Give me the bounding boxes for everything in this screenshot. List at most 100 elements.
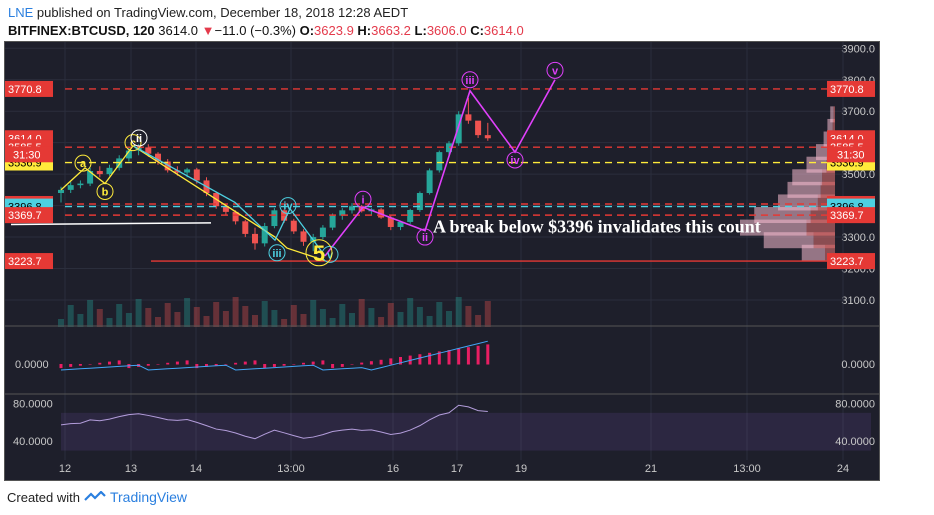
volume-bar	[387, 303, 394, 327]
high-value: 3663.2	[371, 23, 411, 38]
volume-profile-bar	[740, 219, 807, 236]
volume-bar	[310, 300, 317, 327]
volume-profile-bar	[825, 244, 835, 261]
macd-histogram-bar	[311, 361, 315, 365]
impulse-wave-line	[324, 79, 556, 257]
author-link[interactable]: LNE	[8, 5, 34, 20]
price-tag-left-text: 3369.7	[8, 210, 42, 222]
wave-label: iv	[510, 155, 520, 167]
y-tick-label: 3900.0	[841, 43, 875, 55]
wave-label: iii	[272, 248, 281, 260]
candle-body	[87, 170, 94, 184]
x-tick-label: 13:00	[277, 463, 305, 475]
volume-bar	[155, 317, 161, 327]
y-tick-label: 3500.0	[841, 169, 875, 181]
last-price: 3614.0	[158, 23, 199, 38]
macd-histogram-bar	[175, 361, 179, 365]
volume-bar	[87, 300, 94, 327]
macd-histogram-bar	[243, 361, 247, 365]
x-tick-label: 13	[125, 463, 137, 475]
candle-body	[193, 169, 200, 181]
volume-profile-bar	[754, 207, 811, 224]
volume-bar	[203, 316, 210, 327]
tradingview-brand[interactable]: TradingView	[109, 489, 188, 505]
chart-area[interactable]: 3100.03200.03300.03400.03500.03600.03700…	[4, 41, 880, 481]
candle-body	[465, 114, 472, 121]
volume-profile-bar	[792, 169, 823, 186]
change-arrow-icon: ▼	[201, 23, 215, 38]
countdown-right: 31:30	[837, 149, 865, 161]
volume-profile-bar	[822, 169, 835, 186]
macd-histogram-bar	[369, 361, 373, 365]
volume-bar	[271, 310, 278, 327]
wave-label-circle	[74, 154, 92, 172]
candle-body	[319, 227, 326, 238]
rsi-band	[61, 412, 871, 451]
symbol-label: BITFINEX:BTCUSD, 120	[8, 23, 155, 38]
macd-histogram-bar	[447, 350, 451, 365]
low-value: 3606.0	[426, 23, 467, 38]
candle-body	[271, 210, 278, 227]
close-label: C:	[470, 23, 484, 38]
wave-label-circle	[96, 182, 114, 200]
candle-body	[329, 215, 336, 228]
volume-bar	[397, 312, 404, 327]
volume-bar	[77, 314, 84, 327]
wave-label: v	[552, 65, 559, 77]
candle-body	[416, 193, 423, 210]
x-tick-label: 14	[190, 463, 202, 475]
price-tag-left-text: 3223.7	[8, 256, 42, 268]
wave-label: ii	[422, 232, 428, 244]
volume-bar	[135, 299, 142, 327]
volume-bar	[125, 313, 132, 327]
wave-label-circle	[354, 190, 372, 208]
volume-bar	[446, 311, 452, 327]
volume-bar	[290, 305, 297, 327]
wave-label: v	[327, 249, 334, 261]
candle-body	[455, 114, 462, 144]
volume-profile-bar	[806, 156, 827, 173]
volume-bar	[281, 319, 288, 327]
candle-body	[300, 231, 307, 242]
volume-bar	[164, 303, 171, 327]
x-tick-label: 24	[837, 463, 849, 475]
candle-body	[67, 185, 74, 190]
price-tag-right-text: 3770.8	[830, 84, 864, 96]
volume-bar	[329, 318, 336, 327]
price-tag-left	[5, 253, 53, 270]
candle-body	[407, 210, 414, 222]
wave-label-circle	[305, 239, 333, 267]
volume-profile-bar	[830, 106, 834, 123]
countdown-left: 31:30	[13, 149, 41, 161]
volume-bar	[319, 309, 326, 327]
volume-bar	[465, 306, 472, 327]
open-value: 3623.9	[314, 23, 354, 38]
candle-body	[145, 147, 152, 154]
price-tag-right-text: 3223.7	[830, 256, 864, 268]
wave-label: ii	[136, 133, 142, 145]
candle-body	[106, 167, 113, 175]
candle-body	[96, 170, 103, 175]
macd-histogram-bar	[321, 360, 325, 365]
footer: Created with TradingView	[7, 489, 187, 505]
chart-canvas[interactable]: 3100.03200.03300.03400.03500.03600.03700…	[5, 42, 879, 480]
wave-label-circle	[130, 129, 148, 147]
candle-body	[436, 152, 443, 171]
wave-label-circle	[461, 71, 479, 89]
price-tag-right-text: 3369.7	[830, 210, 864, 222]
x-tick-label: 13:00	[733, 463, 761, 475]
volume-bar	[455, 297, 462, 327]
volume-profile-bar	[816, 144, 830, 161]
price-tag-right	[827, 207, 875, 224]
countdown-tag-left	[5, 146, 53, 163]
volume-bar	[339, 304, 346, 327]
volume-profile-bar	[827, 118, 833, 135]
volume-profile-bar	[832, 118, 835, 135]
x-tick-label: 21	[645, 463, 657, 475]
candle-body	[174, 170, 181, 173]
macd-histogram-bar	[195, 364, 199, 369]
y-tick-label: 3700.0	[841, 106, 875, 118]
wave-label: 5	[313, 241, 325, 266]
candle-body	[252, 233, 258, 244]
macd-histogram-bar	[78, 364, 82, 366]
